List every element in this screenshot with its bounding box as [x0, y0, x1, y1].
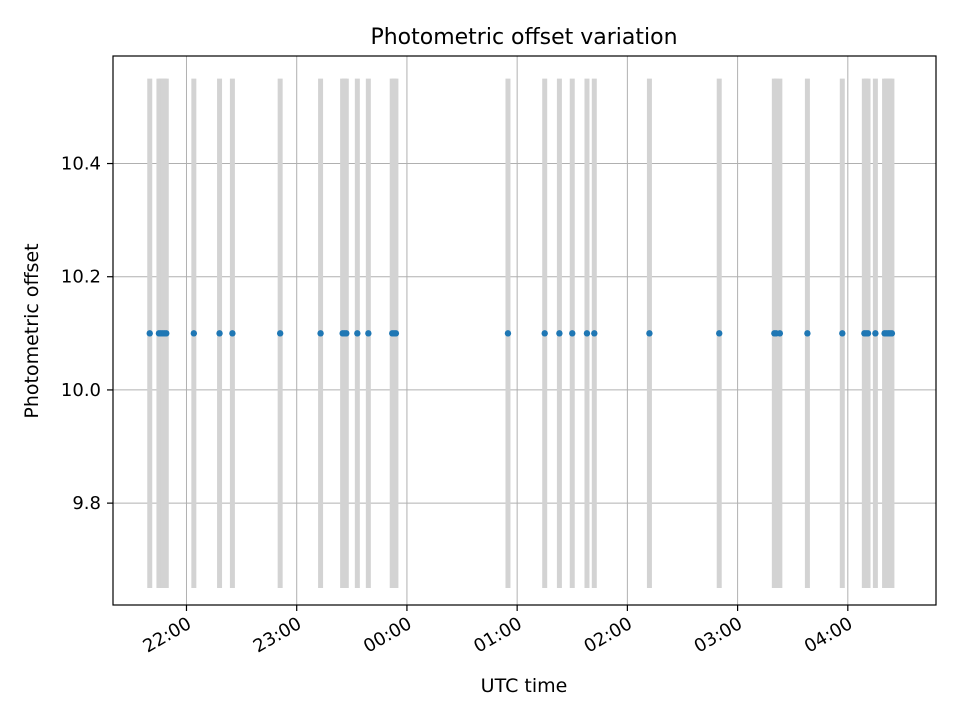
- data-point: [872, 330, 879, 337]
- data-point: [839, 330, 846, 337]
- data-point: [776, 330, 784, 337]
- data-point: [583, 330, 591, 337]
- y-tick-label: 9.8: [72, 493, 101, 514]
- y-axis-ticks: 9.8 10.0 10.2 10.4: [61, 154, 113, 514]
- data-point: [541, 330, 548, 337]
- y-tick-label: 10.2: [61, 267, 101, 288]
- chart-title: Photometric offset variation: [370, 25, 677, 50]
- x-axis-label: UTC time: [481, 675, 568, 697]
- data-point: [163, 330, 170, 337]
- data-point: [804, 330, 811, 337]
- y-axis-label: Photometric offset: [21, 243, 43, 418]
- data-point: [591, 330, 598, 337]
- data-point: [864, 330, 872, 337]
- data-point: [646, 330, 653, 337]
- point-layer: [146, 330, 896, 337]
- y-tick-label: 10.0: [61, 380, 101, 401]
- data-point: [229, 330, 236, 337]
- data-point: [354, 330, 361, 337]
- data-point: [504, 330, 512, 337]
- plot-frame: [112, 55, 937, 606]
- data-point: [216, 330, 223, 337]
- data-point: [556, 330, 563, 337]
- data-point: [392, 330, 400, 337]
- data-point: [276, 330, 284, 337]
- data-point: [569, 330, 576, 337]
- data-point: [343, 330, 350, 337]
- grid-lines: [113, 56, 936, 605]
- data-point: [190, 330, 198, 337]
- y-tick-label: 10.4: [61, 154, 101, 175]
- data-point: [716, 330, 723, 337]
- data-point: [317, 330, 324, 337]
- data-point: [888, 330, 896, 337]
- data-point: [146, 330, 153, 337]
- data-point: [365, 330, 372, 337]
